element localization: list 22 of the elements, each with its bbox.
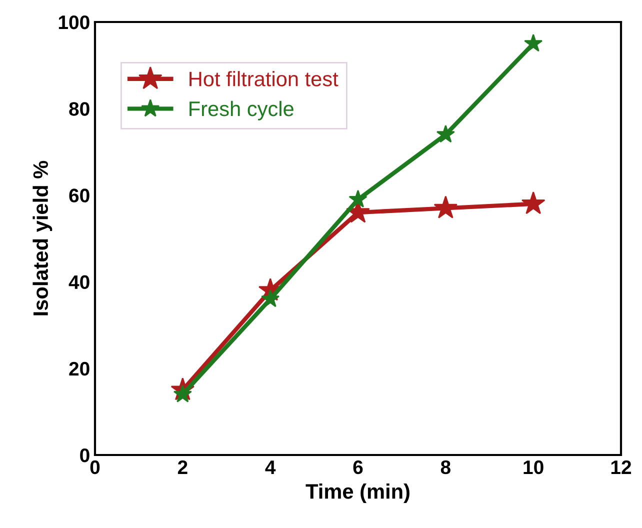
y-tick-label: 20 (69, 362, 90, 376)
legend-label: Fresh cycle (190, 100, 294, 120)
point (436, 124, 455, 143)
y-tick-label: 60 (69, 188, 90, 202)
legend-label: Hot filtration test (190, 71, 338, 86)
point (524, 34, 543, 52)
x-axis-title: Time (min) (306, 484, 410, 503)
point (434, 196, 458, 218)
x-tick-label: 10 (524, 460, 544, 474)
y-tick-label: 0 (80, 448, 90, 462)
x-tick-label: 4 (265, 460, 276, 474)
y-tick-label: 80 (69, 102, 90, 116)
x-tick-label: 0 (90, 460, 100, 474)
y-axis-title: Isolated yield % (32, 160, 52, 316)
x-tick-label: 12 (611, 460, 632, 474)
point (348, 190, 368, 208)
x-tick-label: 8 (440, 460, 450, 474)
point (521, 191, 546, 214)
x-tick-label: 2 (178, 460, 188, 474)
y-tick-label: 100 (58, 15, 90, 30)
y-tick-label: 40 (68, 275, 90, 290)
x-tick-label: 6 (353, 460, 363, 474)
